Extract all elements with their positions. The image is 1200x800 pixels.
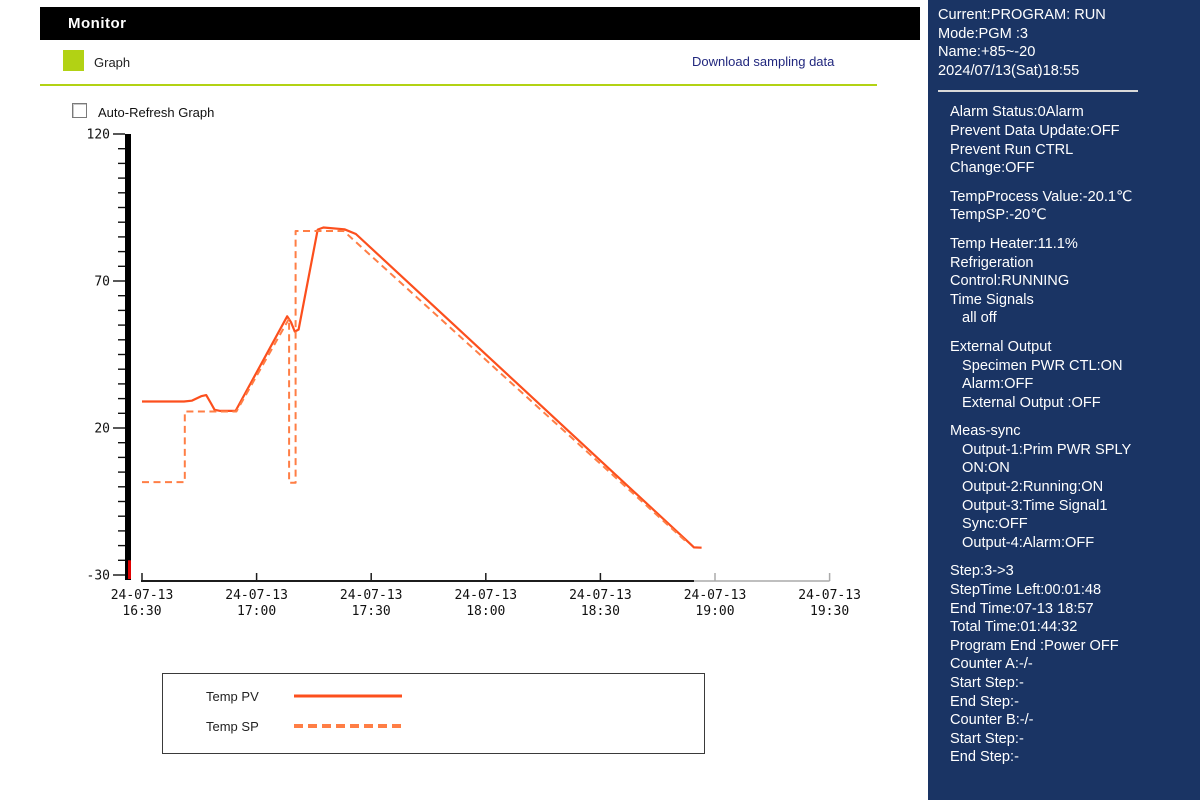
legend-item-temp-sp: Temp SP <box>163 716 404 736</box>
legend-item-temp-pv: Temp PV <box>163 686 404 706</box>
legend-label-temp-pv: Temp PV <box>206 688 259 704</box>
section-divider <box>40 84 877 86</box>
y-tick-label: 20 <box>94 422 110 437</box>
sidebar-status-line: Time Signals <box>950 291 1034 308</box>
sidebar-status-line: Name:+85~-20 <box>938 44 1036 61</box>
x-tick-label-date: 24-07-13 <box>111 588 174 603</box>
x-tick-label-time: 19:30 <box>810 604 849 619</box>
x-tick-label-date: 24-07-13 <box>569 588 632 603</box>
sidebar-status-line: End Time:07-13 18:57 <box>950 600 1094 617</box>
sidebar-status-line: Mode:PGM :3 <box>938 25 1029 42</box>
sidebar-status-line: Total Time:01:44:32 <box>950 619 1078 636</box>
sidebar-status-line: Output-1:Prim PWR SPLY <box>962 441 1132 458</box>
sidebar-status-line: End Step:- <box>950 749 1019 766</box>
sidebar-status-line: TempSP:-20℃ <box>950 207 1047 224</box>
x-tick-label-time: 17:30 <box>352 604 391 619</box>
sidebar-status-line: TempProcess Value:-20.1℃ <box>950 188 1133 205</box>
x-tick-label-time: 17:00 <box>237 604 276 619</box>
status-sidebar: Current:PROGRAM: RUN Mode:PGM :3 Name:+85~… <box>928 0 1200 800</box>
sidebar-status-line: Start Step:- <box>950 675 1024 691</box>
sidebar-divider <box>938 90 1138 93</box>
sidebar-status-line: External Output <box>950 338 1052 355</box>
sidebar-status-line: Control:RUNNING <box>950 273 1070 290</box>
sidebar-status-line: Start Step:- <box>950 730 1024 747</box>
y-axis-red-marker <box>128 560 131 579</box>
x-tick-label-date: 24-07-13 <box>798 588 861 603</box>
sidebar-status-line: Prevent Data Update:OFF <box>950 122 1120 139</box>
legend-line-sample-pv <box>294 694 402 698</box>
graph-bullet-icon <box>63 50 84 71</box>
x-tick-label-time: 18:00 <box>466 604 505 619</box>
sidebar-status-line: End Step:- <box>950 693 1019 710</box>
chart-legend: Temp PV Temp SP <box>162 673 705 754</box>
legend-label-temp-sp: Temp SP <box>206 718 259 734</box>
sidebar-status-line: all off <box>962 310 997 327</box>
legend-line-sample-sp <box>294 724 402 728</box>
sidebar-status-line: Alarm Status:0Alarm <box>950 104 1084 121</box>
sidebar-status-line: Counter A:-/- <box>950 656 1033 673</box>
sidebar-status-line: ON:ON <box>962 460 1010 477</box>
series-line-temp-sp <box>142 230 689 545</box>
monitor-panel: Monitor Graph Download sampling data Aut… <box>40 7 920 754</box>
x-tick-label-date: 24-07-13 <box>225 588 288 603</box>
sidebar-status-line: Prevent Run CTRL <box>950 141 1074 158</box>
title-bar: Monitor <box>40 7 920 40</box>
y-axis <box>125 134 131 580</box>
sidebar-status-line: Sync:OFF <box>962 516 1028 533</box>
graph-section-label[interactable]: Graph <box>94 55 131 70</box>
x-tick-label-time: 19:00 <box>695 604 734 619</box>
sidebar-status-line: Temp Heater:11.1% <box>950 235 1078 252</box>
y-tick-label: 120 <box>87 128 110 143</box>
x-tick-label-date: 24-07-13 <box>684 588 747 603</box>
y-tick-label: 70 <box>94 275 110 290</box>
page-title: Monitor <box>68 15 127 32</box>
download-sampling-data-link[interactable]: Download sampling data <box>692 54 835 69</box>
sidebar-status-line: Current:PROGRAM: RUN <box>938 7 1106 23</box>
sidebar-status-line: Specimen PWR CTL:ON <box>962 357 1123 374</box>
auto-refresh-label: Auto-Refresh Graph <box>98 105 215 120</box>
sidebar-status-line: Program End :Power OFF <box>950 637 1119 654</box>
x-tick-label-time: 16:30 <box>122 604 161 619</box>
sidebar-status-line: Output-2:Running:ON <box>962 479 1104 496</box>
sidebar-status-line: Counter B:-/- <box>950 712 1034 729</box>
sidebar-status-line: Alarm:OFF <box>962 376 1034 393</box>
x-tick-label-date: 24-07-13 <box>454 588 517 603</box>
sidebar-status-line: Output-3:Time Signal1 <box>962 497 1108 514</box>
sidebar-status-line: StepTime Left:00:01:48 <box>950 582 1102 599</box>
sidebar-status-line: External Output :OFF <box>962 394 1101 411</box>
sidebar-status-line: Change:OFF <box>950 160 1035 177</box>
sidebar-status-line: Step:3->3 <box>950 563 1014 580</box>
series-line-temp-pv <box>142 226 702 549</box>
sidebar-status-line: 2024/07/13(Sat)18:55 <box>938 62 1080 79</box>
sidebar-status-line: Refrigeration <box>950 254 1034 271</box>
sidebar-status-line: Meas-sync <box>950 423 1021 440</box>
x-tick-label-time: 18:30 <box>581 604 620 619</box>
auto-refresh-checkbox[interactable] <box>72 103 87 118</box>
x-tick-label-date: 24-07-13 <box>340 588 403 603</box>
sidebar-status-line: Output-4:Alarm:OFF <box>962 534 1095 551</box>
y-tick-label: -30 <box>87 569 110 584</box>
